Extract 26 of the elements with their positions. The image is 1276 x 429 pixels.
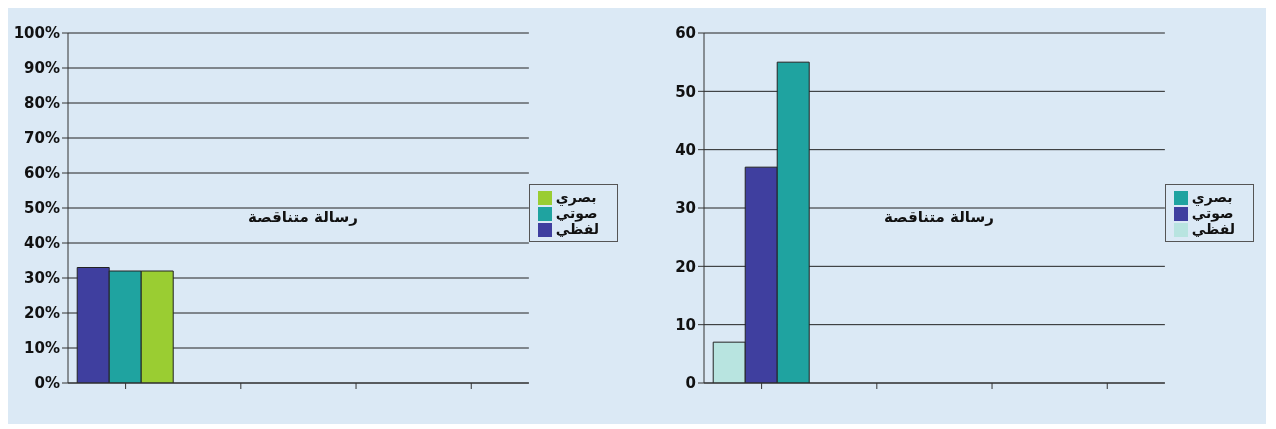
legend-label: بصري	[555, 189, 597, 205]
y-tick-label: 40	[675, 140, 696, 159]
y-tick-label: 30	[675, 199, 696, 218]
y-tick-label: 100%	[13, 24, 60, 43]
y-tick-label: 0%	[34, 374, 60, 393]
legend-label: صوتي	[555, 205, 598, 221]
y-tick-label: 0	[685, 374, 696, 393]
annotation: رسالة متناقصة	[884, 208, 994, 226]
legend-label: صوتي	[1191, 205, 1234, 221]
y-tick-label: 30%	[24, 269, 60, 288]
y-tick-label: 70%	[24, 129, 60, 148]
legend-label: لفظي	[1191, 221, 1235, 237]
y-tick-label: 10	[675, 315, 696, 334]
y-tick-label: 40%	[24, 234, 60, 253]
legend-label: بصري	[1191, 189, 1233, 205]
y-tick-label: 10%	[24, 339, 60, 358]
y-tick-label: 50	[675, 82, 696, 101]
y-tick-label: 60	[675, 24, 696, 43]
annotation: رسالة متناقصة	[248, 208, 358, 226]
legend-label: لفظي	[555, 221, 599, 237]
y-tick-label: 20	[675, 257, 696, 276]
y-tick-label: 90%	[24, 59, 60, 78]
y-tick-label: 50%	[24, 199, 60, 218]
y-tick-label: 20%	[24, 304, 60, 323]
y-tick-label: 80%	[24, 94, 60, 113]
y-tick-label: 60%	[24, 164, 60, 183]
